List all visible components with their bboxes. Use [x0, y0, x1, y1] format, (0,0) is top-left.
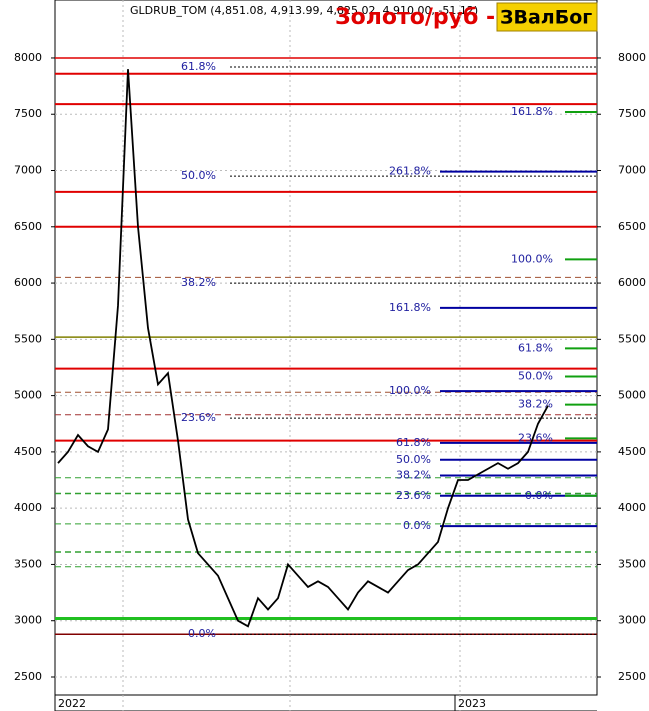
fib-label: 0.0% [403, 519, 431, 532]
fib-label: 50.0% [518, 369, 553, 382]
fib-label: 161.8% [511, 105, 553, 118]
y-tick-label: 3500 [14, 557, 42, 570]
price-line [57, 69, 549, 628]
fib-label: 50.0% [181, 169, 216, 182]
fib-label: 23.6% [518, 431, 553, 444]
fib-label: 23.6% [396, 489, 431, 502]
fib-label: 23.6% [181, 411, 216, 424]
y-tick-label-right: 6500 [618, 220, 646, 233]
fib-label: 38.2% [181, 276, 216, 289]
y-tick-label-right: 4000 [618, 501, 646, 514]
badge: ЗВалБог [500, 7, 592, 29]
x-tick-label: 2023 [458, 697, 486, 710]
fib-label: 0.0% [188, 627, 216, 640]
y-tick-label-right: 2500 [618, 670, 646, 683]
fib-label: 0.0% [525, 489, 553, 502]
badge-box [496, 2, 598, 32]
y-tick-label: 8000 [14, 51, 42, 64]
chart-title: GLDRUB_TOM (4,851.08, 4,913.99, 4,825.02… [130, 4, 478, 17]
fib-label: 50.0% [396, 453, 431, 466]
y-tick-label: 5500 [14, 332, 42, 345]
fib-label: 261.8% [389, 165, 431, 178]
y-tick-label-right: 5500 [618, 332, 646, 345]
fib-label: 61.8% [396, 436, 431, 449]
y-tick-label-right: 4500 [618, 445, 646, 458]
annotation: Золото/руб -2 [335, 5, 510, 30]
fib-label: 61.8% [518, 341, 553, 354]
y-tick-label-right: 3500 [618, 557, 646, 570]
y-tick-label-right: 3000 [618, 614, 646, 627]
y-tick-label: 7500 [14, 107, 42, 120]
y-tick-label: 5000 [14, 389, 42, 402]
y-tick-label: 7000 [14, 164, 42, 177]
y-tick-label: 6000 [14, 276, 42, 289]
y-tick-label-right: 5000 [618, 389, 646, 402]
y-tick-label: 2500 [14, 670, 42, 683]
fib-label: 61.8% [181, 60, 216, 73]
y-tick-label-right: 8000 [618, 51, 646, 64]
y-tick-label-right: 7500 [618, 107, 646, 120]
y-tick-label-right: 7000 [618, 164, 646, 177]
x-tick-label: 2022 [58, 697, 86, 710]
fib-label: 38.2% [396, 469, 431, 482]
y-tick-label: 4000 [14, 501, 42, 514]
fib-label: 38.2% [518, 398, 553, 411]
fib-label: 161.8% [389, 301, 431, 314]
y-tick-label: 4500 [14, 445, 42, 458]
fib-label: 100.0% [511, 252, 553, 265]
y-tick-label-right: 6000 [618, 276, 646, 289]
y-tick-label: 6500 [14, 220, 42, 233]
fib-label: 100.0% [389, 384, 431, 397]
y-tick-label: 3000 [14, 614, 42, 627]
